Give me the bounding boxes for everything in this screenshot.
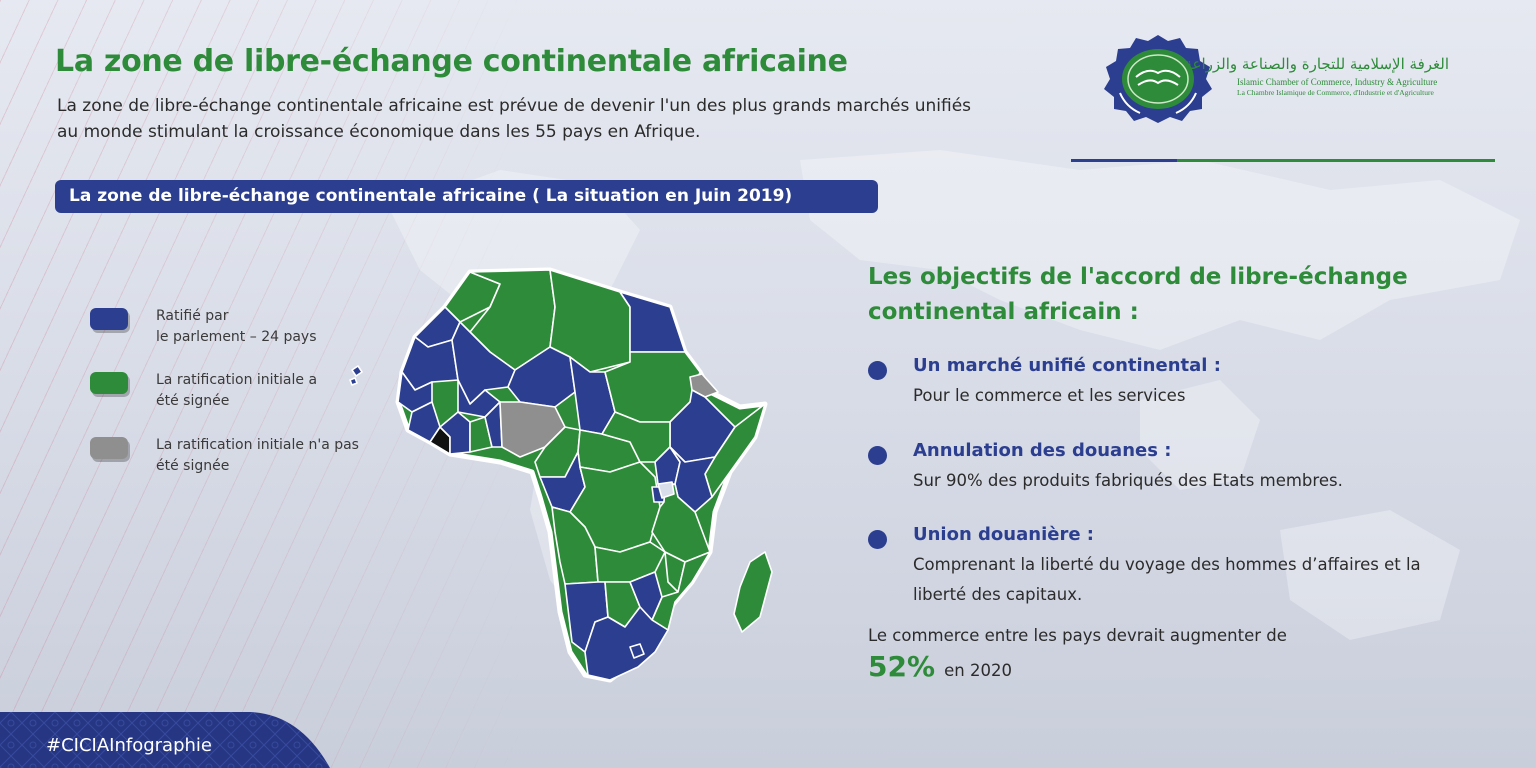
status-banner: La zone de libre-échange continentale af… bbox=[55, 180, 878, 213]
legend-label-signed: La ratification initiale a été signée bbox=[156, 370, 396, 412]
page-title: La zone de libre-échange continentale af… bbox=[55, 44, 848, 79]
objective-description: Sur 90% des produits fabriqués des Etats… bbox=[913, 466, 1343, 496]
country-south-africa bbox=[584, 606, 669, 681]
trade-growth-figure: 52% en 2020 bbox=[868, 650, 1012, 683]
country-guinea bbox=[407, 401, 441, 443]
country-madagascar bbox=[733, 551, 773, 633]
legend-label-not-signed: La ratification initiale n'a pas été sig… bbox=[156, 435, 396, 477]
cicia-emblem-icon bbox=[1104, 35, 1212, 123]
objective-description-line: Comprenant la liberté du voyage des homm… bbox=[913, 555, 1421, 574]
objectives-heading: Les objectifs de l'accord de libre-échan… bbox=[868, 260, 1508, 330]
objective-description-line: Pour le commerce et les services bbox=[913, 386, 1186, 405]
legend-item-ratified: Ratifié par le parlement – 24 pays bbox=[90, 306, 317, 345]
legend-line: La ratification initiale a bbox=[156, 372, 318, 388]
legend-swatch-signed bbox=[90, 372, 128, 394]
intro-line: au monde stimulant la croissance économi… bbox=[57, 122, 701, 142]
cape-verde-islands bbox=[349, 365, 363, 386]
logo-french-name: La Chambre Islamique de Commerce, d'Indu… bbox=[1237, 88, 1434, 97]
trade-growth-text: Le commerce entre les pays devrait augme… bbox=[868, 626, 1287, 645]
hashtag-label: #CICIAInfographie bbox=[46, 735, 212, 756]
bullet-dot-icon bbox=[868, 530, 887, 549]
objective-title: Union douanière : bbox=[913, 524, 1095, 545]
country-niger bbox=[507, 346, 576, 408]
objective-title: Annulation des douanes : bbox=[913, 440, 1172, 461]
country-eritrea bbox=[689, 373, 719, 398]
legend-label-ratified: Ratifié par le parlement – 24 pays bbox=[156, 306, 396, 348]
legend-line: été signée bbox=[156, 458, 230, 474]
legend-item-not-signed: La ratification initiale n'a pas été sig… bbox=[90, 435, 359, 474]
objective-description: Pour le commerce et les services bbox=[913, 381, 1185, 411]
legend-line: La ratification initiale n'a pas bbox=[156, 437, 359, 453]
logo-arabic-name: الغرفة الإسلامية للتجارة والصناعة والزرا… bbox=[1184, 55, 1449, 73]
legend-item-signed: La ratification initiale a été signée bbox=[90, 370, 317, 409]
africa-map bbox=[349, 267, 773, 683]
trade-growth-year: en 2020 bbox=[944, 661, 1012, 680]
objective-description: Comprenant la liberté du voyage des homm… bbox=[913, 550, 1421, 610]
objectives-heading-line: continental africain : bbox=[868, 299, 1139, 325]
cicia-logo-text: الغرفة الإسلامية للتجارة والصناعة والزرا… bbox=[1184, 55, 1449, 97]
trade-growth-percent: 52% bbox=[868, 650, 936, 683]
bullet-dot-icon bbox=[868, 446, 887, 465]
country-lesotho bbox=[629, 643, 645, 659]
objective-title: Un marché unifié continental : bbox=[913, 355, 1221, 376]
objective-description-line: liberté des capitaux. bbox=[913, 585, 1083, 604]
legend-swatch-ratified bbox=[90, 308, 128, 330]
bullet-dot-icon bbox=[868, 361, 887, 380]
objective-description-line: Sur 90% des produits fabriqués des Etats… bbox=[913, 471, 1343, 490]
country-egypt bbox=[619, 291, 686, 353]
intro-line: La zone de libre-échange continentale af… bbox=[57, 96, 972, 116]
logo-english-name: Islamic Chamber of Commerce, Industry & … bbox=[1237, 77, 1438, 87]
legend-swatch-not-signed bbox=[90, 437, 128, 459]
lake-victoria bbox=[657, 481, 675, 499]
country-zimbabwe bbox=[629, 571, 663, 621]
header-divider-blue bbox=[1071, 159, 1177, 162]
legend-line: Ratifié par bbox=[156, 308, 229, 324]
legend-line: été signée bbox=[156, 393, 230, 409]
legend-line: le parlement – 24 pays bbox=[156, 329, 317, 345]
hashtag-banner bbox=[0, 712, 330, 768]
header-divider-green bbox=[1177, 159, 1495, 162]
intro-text: La zone de libre-échange continentale af… bbox=[57, 93, 1057, 145]
country-kenya bbox=[669, 446, 716, 513]
objectives-heading-line: Les objectifs de l'accord de libre-échan… bbox=[868, 264, 1408, 290]
